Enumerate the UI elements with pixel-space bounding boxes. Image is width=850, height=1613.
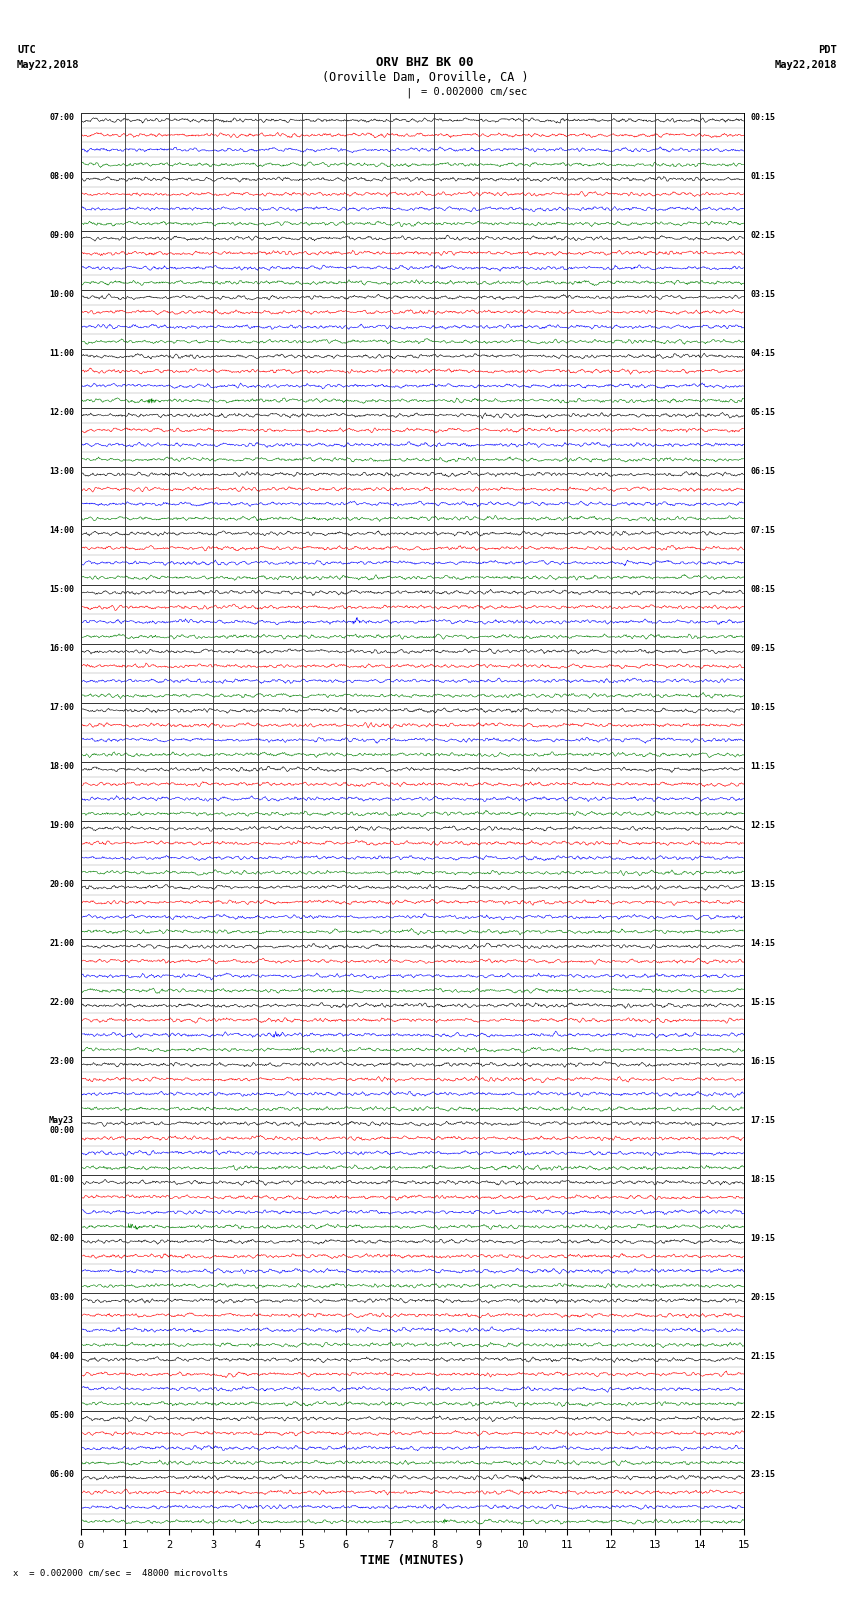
Text: 09:00: 09:00 — [49, 231, 74, 240]
Text: 07:15: 07:15 — [751, 526, 775, 536]
Text: x  = 0.002000 cm/sec =  48000 microvolts: x = 0.002000 cm/sec = 48000 microvolts — [13, 1568, 228, 1578]
Text: 06:00: 06:00 — [49, 1469, 74, 1479]
Text: (Oroville Dam, Oroville, CA ): (Oroville Dam, Oroville, CA ) — [321, 71, 529, 84]
Text: 21:15: 21:15 — [751, 1352, 775, 1361]
Text: = 0.002000 cm/sec: = 0.002000 cm/sec — [421, 87, 527, 97]
Text: 15:15: 15:15 — [751, 998, 775, 1007]
Text: 07:00: 07:00 — [49, 113, 74, 123]
Text: 19:00: 19:00 — [49, 821, 74, 831]
Text: 10:00: 10:00 — [49, 290, 74, 298]
Text: ORV BHZ BK 00: ORV BHZ BK 00 — [377, 56, 473, 69]
Text: PDT: PDT — [819, 45, 837, 55]
Text: 10:15: 10:15 — [751, 703, 775, 711]
Text: 21:00: 21:00 — [49, 939, 74, 948]
Text: 12:15: 12:15 — [751, 821, 775, 831]
Text: 23:00: 23:00 — [49, 1057, 74, 1066]
Text: UTC: UTC — [17, 45, 36, 55]
Text: May23
00:00: May23 00:00 — [49, 1116, 74, 1136]
Text: 13:00: 13:00 — [49, 468, 74, 476]
Text: 09:15: 09:15 — [751, 644, 775, 653]
Text: 18:00: 18:00 — [49, 761, 74, 771]
Text: 08:15: 08:15 — [751, 586, 775, 594]
Text: 14:15: 14:15 — [751, 939, 775, 948]
Text: 19:15: 19:15 — [751, 1234, 775, 1244]
Text: 20:00: 20:00 — [49, 881, 74, 889]
Text: 01:00: 01:00 — [49, 1174, 74, 1184]
Text: 03:15: 03:15 — [751, 290, 775, 298]
Text: 14:00: 14:00 — [49, 526, 74, 536]
Text: 11:15: 11:15 — [751, 761, 775, 771]
Text: 20:15: 20:15 — [751, 1294, 775, 1302]
Text: 15:00: 15:00 — [49, 586, 74, 594]
Text: 18:15: 18:15 — [751, 1174, 775, 1184]
Text: 06:15: 06:15 — [751, 468, 775, 476]
Text: 08:00: 08:00 — [49, 173, 74, 181]
Text: 16:15: 16:15 — [751, 1057, 775, 1066]
Text: 22:00: 22:00 — [49, 998, 74, 1007]
Text: 11:00: 11:00 — [49, 348, 74, 358]
Text: 05:00: 05:00 — [49, 1411, 74, 1419]
Text: 05:15: 05:15 — [751, 408, 775, 416]
Text: 02:00: 02:00 — [49, 1234, 74, 1244]
Text: 04:15: 04:15 — [751, 348, 775, 358]
Text: 23:15: 23:15 — [751, 1469, 775, 1479]
Text: 04:00: 04:00 — [49, 1352, 74, 1361]
Text: 00:15: 00:15 — [751, 113, 775, 123]
Text: 17:15: 17:15 — [751, 1116, 775, 1124]
Text: 03:00: 03:00 — [49, 1294, 74, 1302]
Text: May22,2018: May22,2018 — [774, 60, 837, 69]
Text: 12:00: 12:00 — [49, 408, 74, 416]
Text: |: | — [405, 87, 411, 98]
Text: 16:00: 16:00 — [49, 644, 74, 653]
Text: May22,2018: May22,2018 — [17, 60, 80, 69]
Text: 13:15: 13:15 — [751, 881, 775, 889]
Text: 02:15: 02:15 — [751, 231, 775, 240]
Text: 22:15: 22:15 — [751, 1411, 775, 1419]
X-axis label: TIME (MINUTES): TIME (MINUTES) — [360, 1553, 465, 1566]
Text: 01:15: 01:15 — [751, 173, 775, 181]
Text: 17:00: 17:00 — [49, 703, 74, 711]
